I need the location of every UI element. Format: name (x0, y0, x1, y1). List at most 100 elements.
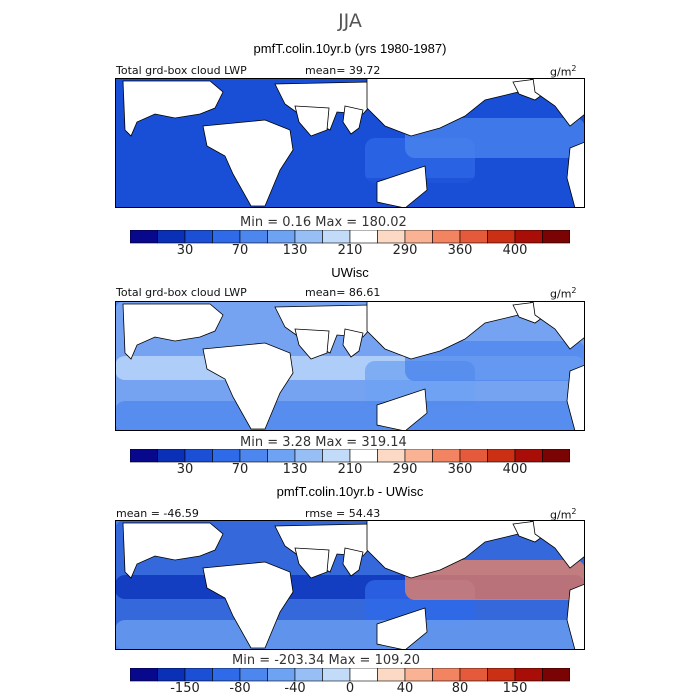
panel-3-minmax: Min = -203.34 Max = 109.20 (232, 653, 421, 668)
colorbar-swatch (377, 449, 406, 463)
colorbar-swatch (487, 449, 516, 463)
colorbar-tick-label: 400 (502, 243, 528, 258)
panel-2-title: UWisc (331, 265, 369, 280)
panel-3-colorbar-ticks: -150 -80 -40 0 40 80 150 (0, 681, 700, 699)
panel-3-map (115, 520, 585, 650)
panel-2-colorbar (130, 449, 570, 463)
map-landmass (342, 547, 364, 577)
panel-2-variable-label: Total grd-box cloud LWP (116, 286, 247, 299)
colorbar-swatch (542, 668, 570, 682)
panel-3-colorbar (130, 668, 570, 682)
colorbar-tick-label: 290 (392, 462, 418, 477)
colorbar-swatch (377, 668, 406, 682)
colorbar-swatch (432, 668, 461, 682)
map-landmass (376, 607, 428, 650)
map-landmass (294, 547, 330, 579)
colorbar-swatch (432, 230, 461, 244)
colorbar-tick-label: 40 (396, 681, 414, 696)
map-landmass (122, 303, 224, 360)
map-landmass (294, 328, 330, 360)
figure-title: JJA (338, 10, 362, 32)
panel-1-map (115, 78, 585, 208)
colorbar-swatch (322, 668, 351, 682)
colorbar-swatch (459, 668, 488, 682)
map-landmass (566, 583, 585, 650)
colorbar-swatch (377, 230, 406, 244)
colorbar-swatch (349, 230, 378, 244)
map-landmass (532, 78, 585, 127)
colorbar-swatch (349, 449, 378, 463)
map-frame (115, 520, 585, 650)
panel-2-minmax: Min = 3.28 Max = 319.14 (240, 435, 407, 450)
panel-1-units-label: g/m2 (550, 64, 577, 79)
panel-1-minmax: Min = 0.16 Max = 180.02 (240, 215, 407, 230)
colorbar-swatch (294, 449, 323, 463)
colorbar-tick-label: 400 (502, 462, 528, 477)
colorbar-swatch (212, 668, 241, 682)
colorbar-swatch (404, 230, 433, 244)
panel-3-rmse-label: rmse = 54.43 (305, 507, 381, 520)
panel-2-colorbar-ticks: 30 70 130 210 290 360 400 (0, 462, 700, 480)
colorbar-swatch (432, 449, 461, 463)
colorbar-swatch (184, 668, 213, 682)
map-landmass (532, 520, 585, 569)
panel-1-mean-label: mean= 39.72 (305, 64, 381, 77)
colorbar-tick-label: -150 (170, 681, 200, 696)
colorbar-swatch (322, 230, 351, 244)
colorbar-swatch (267, 230, 296, 244)
map-landmass (202, 561, 294, 649)
colorbar-swatch (130, 449, 158, 463)
map-landmass (566, 364, 585, 431)
colorbar-tick-label: -80 (229, 681, 251, 696)
map-frame (115, 301, 585, 431)
colorbar-swatch (239, 230, 268, 244)
map-landmass (376, 388, 428, 431)
colorbar-swatch (294, 230, 323, 244)
colorbar-swatch (184, 230, 213, 244)
colorbar-swatch (212, 449, 241, 463)
map-landmass (294, 105, 330, 137)
colorbar-tick-label: 30 (176, 243, 194, 258)
colorbar-tick-label: 30 (176, 462, 194, 477)
colorbar-swatch (239, 449, 268, 463)
map-region-band (405, 560, 585, 600)
colorbar-tick-label: 360 (447, 462, 473, 477)
map-landmass (202, 119, 294, 207)
colorbar-swatch (130, 668, 158, 682)
colorbar-swatch (239, 668, 268, 682)
map-region-band (405, 118, 585, 158)
colorbar-tick-label: 80 (451, 681, 469, 696)
panel-1-title: pmfT.colin.10yr.b (yrs 1980-1987) (253, 41, 447, 56)
colorbar-swatch (157, 668, 186, 682)
colorbar-swatch (514, 230, 543, 244)
map-region-band (405, 341, 585, 381)
panel-1-colorbar (130, 230, 570, 244)
colorbar-swatch (184, 449, 213, 463)
map-landmass (342, 328, 364, 358)
colorbar-tick-label: 150 (502, 681, 528, 696)
colorbar-swatch (130, 230, 158, 244)
map-region-band (115, 178, 585, 208)
colorbar-swatch (514, 449, 543, 463)
panel-3-title: pmfT.colin.10yr.b - UWisc (276, 484, 424, 499)
colorbar-tick-label: 210 (337, 243, 363, 258)
panel-2-map (115, 301, 585, 431)
colorbar-tick-label: 0 (345, 681, 355, 696)
colorbar-swatch (404, 449, 433, 463)
colorbar-swatch (514, 668, 543, 682)
panel-3-units-label: g/m2 (550, 507, 577, 522)
colorbar-swatch (349, 668, 378, 682)
panel-2-units-label: g/m2 (550, 286, 577, 301)
map-landmass (376, 165, 428, 208)
map-frame (115, 78, 585, 208)
colorbar-swatch (487, 668, 516, 682)
colorbar-swatch (542, 230, 570, 244)
colorbar-swatch (157, 230, 186, 244)
map-landmass (122, 522, 224, 579)
colorbar-swatch (459, 449, 488, 463)
panel-3-mean-label: mean = -46.59 (116, 507, 199, 520)
colorbar-tick-label: 360 (447, 243, 473, 258)
map-region-band (115, 401, 585, 431)
colorbar-swatch (294, 668, 323, 682)
colorbar-swatch (157, 449, 186, 463)
